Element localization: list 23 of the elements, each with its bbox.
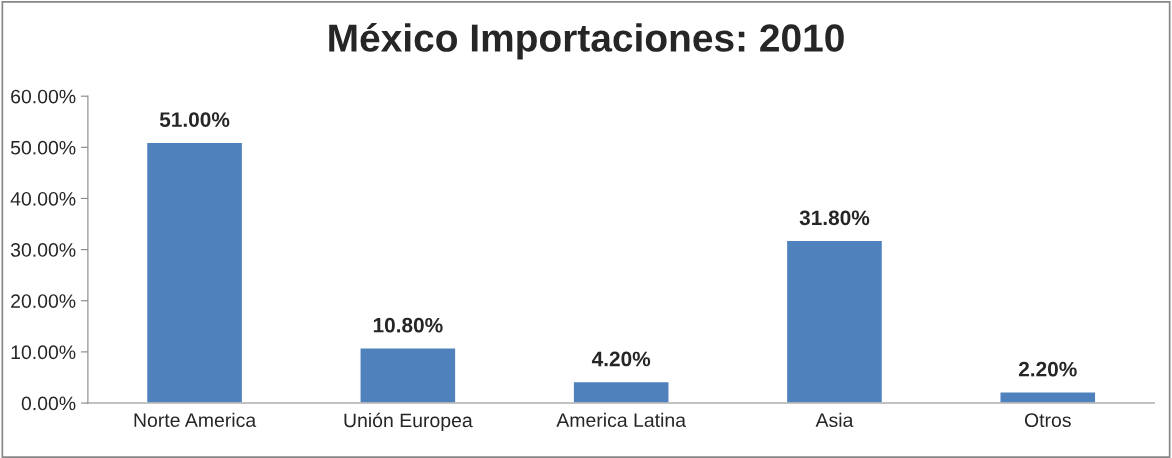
y-tick-label: 10.00%	[11, 345, 76, 360]
bar	[572, 380, 670, 404]
x-tick-label: Norte America	[134, 412, 257, 428]
chart-title: México Importaciones: 2010	[329, 22, 844, 60]
x-tick-label: Otros	[1024, 413, 1071, 428]
data-label: 51.00%	[159, 112, 230, 127]
x-tick-label: Unión Europea	[344, 412, 473, 432]
bar	[359, 347, 457, 404]
y-tick-label: 0.00%	[21, 396, 76, 411]
y-tick-label: 40.00%	[10, 191, 76, 206]
y-tick-label: 20.00%	[11, 294, 76, 308]
data-label: 4.20%	[591, 351, 651, 367]
y-tick-label: 50.00%	[10, 140, 76, 155]
bar	[785, 239, 884, 404]
data-label: 31.80%	[799, 210, 870, 226]
bar	[999, 391, 1097, 404]
x-tick-label: America Latina	[556, 412, 687, 428]
y-tick-label: 60.00%	[11, 89, 76, 104]
x-tick-label: Asia	[815, 412, 854, 428]
data-label: 2.20%	[1018, 361, 1077, 377]
data-label: 10.80%	[373, 317, 443, 333]
y-tick-label: 30.00%	[10, 243, 76, 257]
bar	[145, 141, 244, 404]
